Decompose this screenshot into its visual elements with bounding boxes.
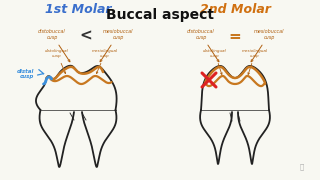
Text: distolingual
cusp: distolingual cusp bbox=[203, 49, 227, 75]
Text: distolingual
cusp: distolingual cusp bbox=[45, 49, 69, 74]
Text: distobuccal
cusp: distobuccal cusp bbox=[38, 29, 70, 62]
Text: mesiolingual
cusp: mesiolingual cusp bbox=[92, 49, 118, 74]
Text: Ⓟ: Ⓟ bbox=[300, 163, 304, 170]
Text: distobuccal
cusp: distobuccal cusp bbox=[187, 29, 219, 62]
Text: =: = bbox=[228, 28, 241, 44]
Text: Buccal aspect: Buccal aspect bbox=[106, 8, 214, 22]
Text: mesiolingual
cusp: mesiolingual cusp bbox=[242, 49, 268, 75]
Text: mesiobuccal
cusp: mesiobuccal cusp bbox=[251, 29, 284, 62]
Text: distal
cusp: distal cusp bbox=[17, 69, 35, 79]
Text: <: < bbox=[80, 28, 92, 44]
Text: 2nd Molar: 2nd Molar bbox=[200, 3, 270, 16]
Text: mesiobuccal
cusp: mesiobuccal cusp bbox=[100, 29, 133, 62]
Text: 1st Molar: 1st Molar bbox=[45, 3, 111, 16]
